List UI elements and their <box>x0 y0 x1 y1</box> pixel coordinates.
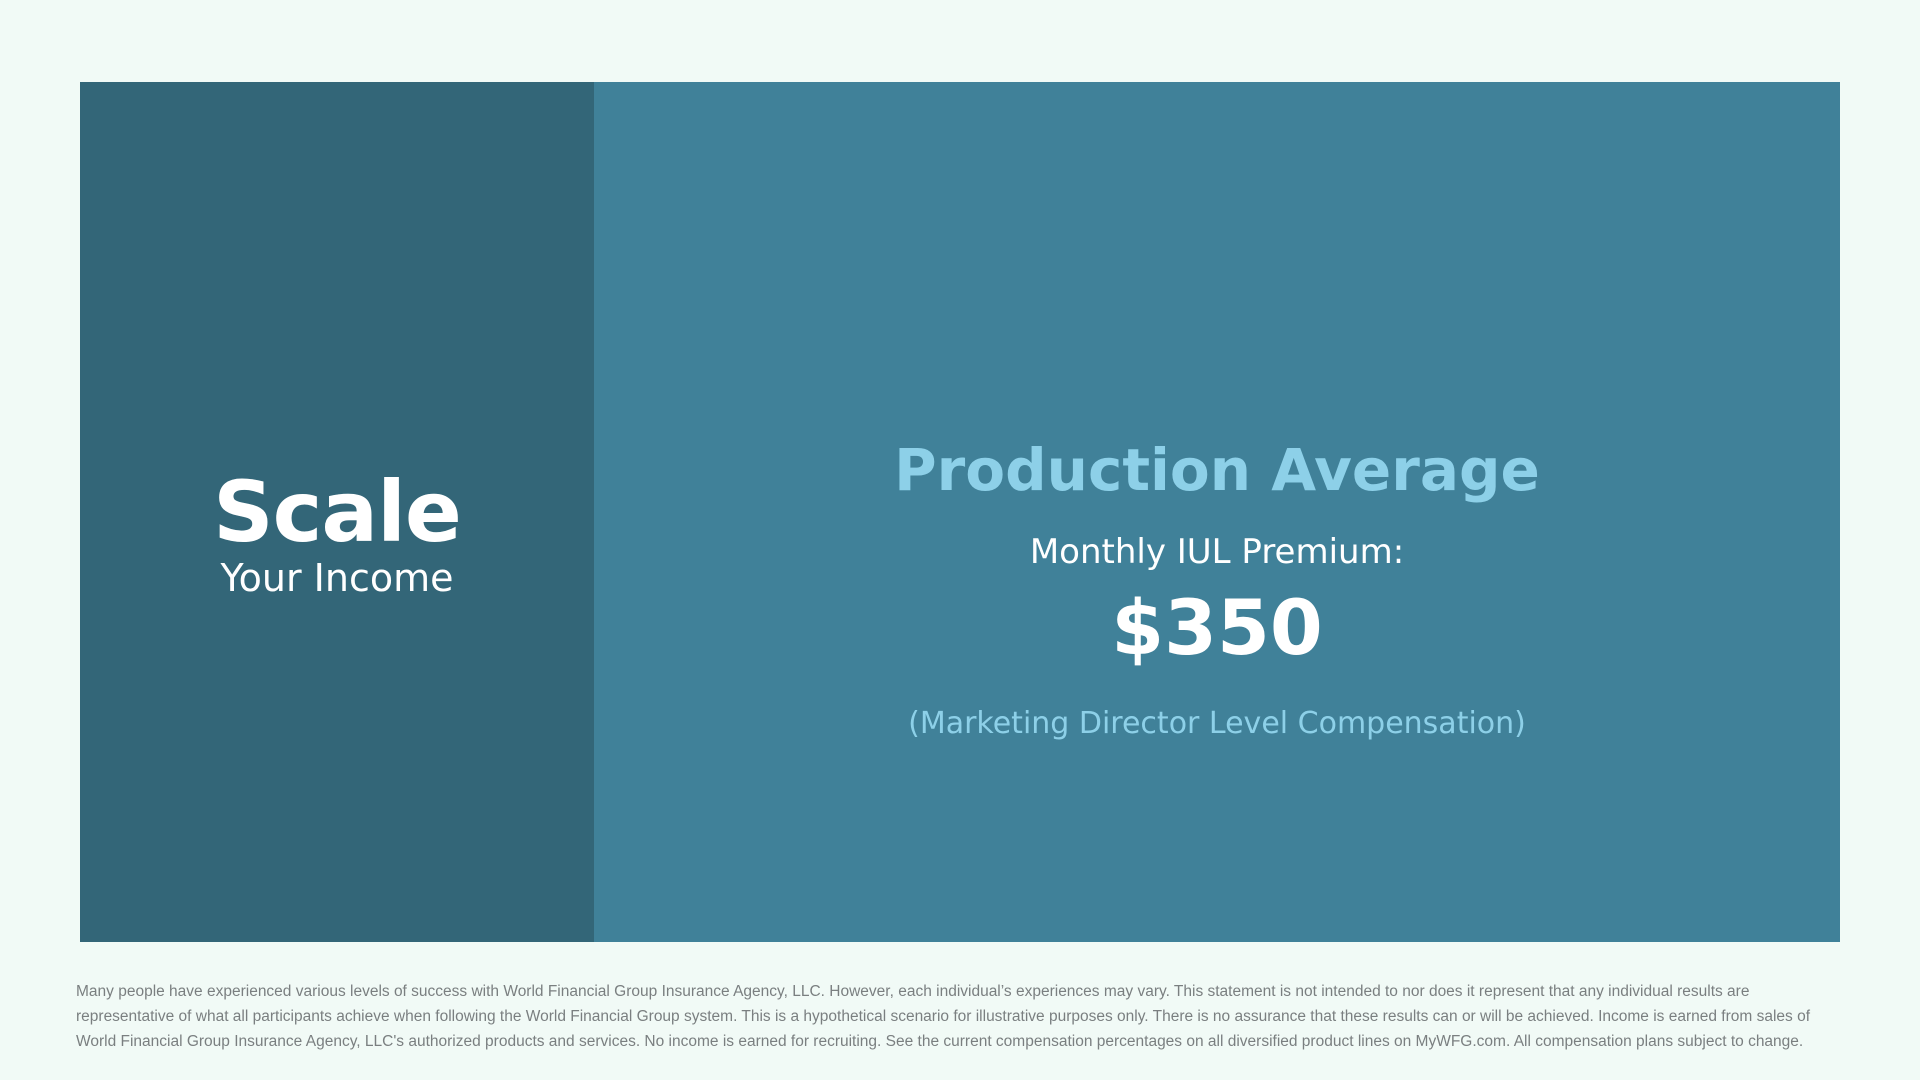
disclaimer: Many people have experienced various lev… <box>76 983 1810 1050</box>
right-panel: Production Average Monthly IUL Premium: … <box>594 82 1840 942</box>
left-title: Scale <box>213 463 462 561</box>
production-title: Production Average <box>894 436 1540 504</box>
premium-label: Monthly IUL Premium: <box>1029 532 1405 572</box>
premium-amount: $350 <box>1111 583 1323 672</box>
slide-panel: Scale Your Income Production Average Mon… <box>80 82 1840 942</box>
left-panel: Scale Your Income <box>80 82 594 942</box>
compensation-note: (Marketing Director Level Compensation) <box>908 706 1526 741</box>
left-subtitle: Your Income <box>220 556 454 600</box>
